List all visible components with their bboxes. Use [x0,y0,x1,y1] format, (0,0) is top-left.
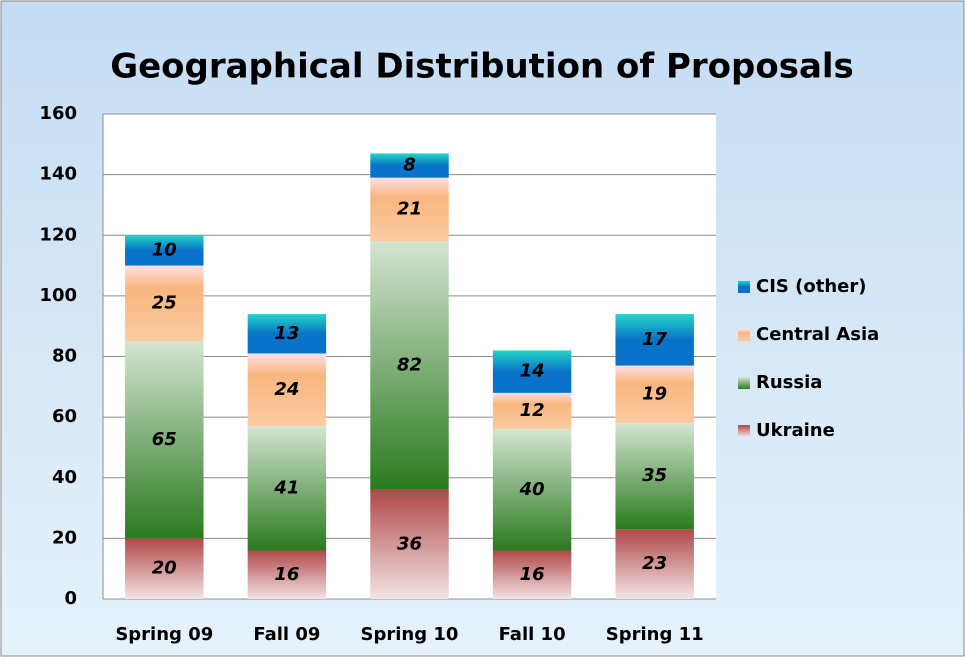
bar-segment [125,538,204,599]
data-label: 10 [152,239,177,260]
y-tick-label: 40 [52,467,77,488]
data-label: 24 [274,379,299,400]
bar-segment [247,550,327,599]
bar-segment [247,314,327,354]
chart-title: Geographical Distribution of Proposals [110,47,854,87]
data-label: 82 [397,355,422,376]
bar-segment [370,153,449,178]
x-tick-label: Fall 10 [499,624,566,645]
y-tick-label: 20 [52,527,77,548]
bar-segment [615,529,694,599]
x-tick-label: Spring 10 [361,624,459,645]
data-label: 17 [642,329,668,350]
bar-segment [370,241,449,490]
x-tick-label: Spring 09 [115,624,213,645]
bar-segment [247,353,327,427]
bar-segment [615,314,694,366]
x-tick-label: Fall 09 [253,624,320,645]
bar-segment [125,341,204,539]
bar-segment [247,426,327,551]
data-label: 16 [520,564,545,585]
data-label: 8 [403,155,416,176]
legend-label: Ukraine [756,420,835,441]
bar-segment [125,265,204,342]
bar-segment [125,235,204,266]
data-label: 25 [152,292,177,313]
y-tick-label: 140 [39,164,77,185]
legend-label: Central Asia [756,324,879,345]
y-tick-label: 100 [39,285,77,306]
bar-segment [492,350,572,393]
data-label: 65 [152,429,177,450]
data-label: 40 [519,479,545,500]
bar-segment [492,550,572,599]
legend-swatch [738,281,750,293]
bar-segment [615,423,694,530]
bar-segment [615,365,694,424]
bar-segment [370,489,449,599]
legend-swatch [738,425,750,437]
data-label: 21 [397,198,422,219]
data-label: 41 [273,477,299,498]
y-tick-label: 120 [39,224,77,245]
data-label: 23 [642,553,667,574]
data-label: 19 [642,383,667,404]
data-label: 14 [520,361,545,382]
data-label: 16 [274,564,299,585]
y-tick-label: 60 [52,406,77,427]
data-label: 36 [397,533,422,554]
x-tick-label: Spring 11 [606,624,704,645]
data-label: 13 [274,323,299,344]
bar-segment [492,429,572,551]
bar-segment [370,177,449,242]
y-tick-label: 0 [64,588,77,609]
bar-segment [492,392,572,430]
y-tick-label: 80 [52,346,77,367]
legend-label: Russia [756,372,822,393]
data-label: 35 [642,465,667,486]
legend-label: CIS (other) [756,276,866,297]
y-tick-label: 160 [39,103,77,124]
data-label: 12 [520,400,545,421]
data-label: 20 [152,558,177,579]
legend-swatch [738,329,750,341]
legend-swatch [738,377,750,389]
